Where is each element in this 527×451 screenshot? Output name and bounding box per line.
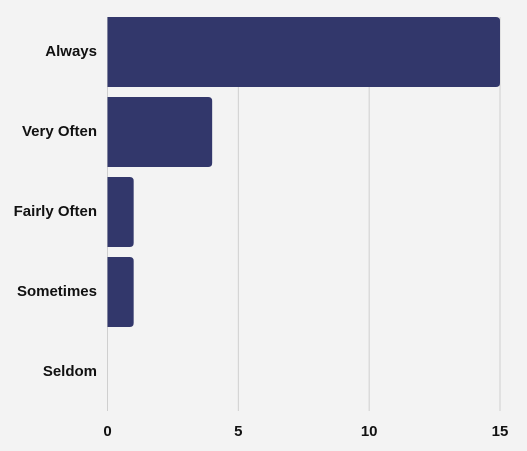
category-labels: Always Very Often Fairly Often Sometimes Sel… <box>14 43 97 380</box>
x-tick-label: 15 <box>492 423 509 440</box>
category-label: Very Often <box>22 123 97 140</box>
bars <box>107 17 500 327</box>
bar-very-often <box>107 97 213 167</box>
category-label: Fairly Often <box>14 203 97 220</box>
x-tick-label: 5 <box>234 423 242 440</box>
x-axis-ticks: -5051015 <box>103 423 509 440</box>
category-label: Seldom <box>43 363 97 380</box>
category-label: Sometimes <box>17 283 97 300</box>
category-label: Always <box>45 43 97 60</box>
x-tick-label: 0 <box>103 423 111 440</box>
bar-sometimes <box>107 257 134 327</box>
bar-fairly-often <box>107 177 134 247</box>
bar-always <box>107 17 500 87</box>
x-tick-label: 10 <box>361 423 378 440</box>
